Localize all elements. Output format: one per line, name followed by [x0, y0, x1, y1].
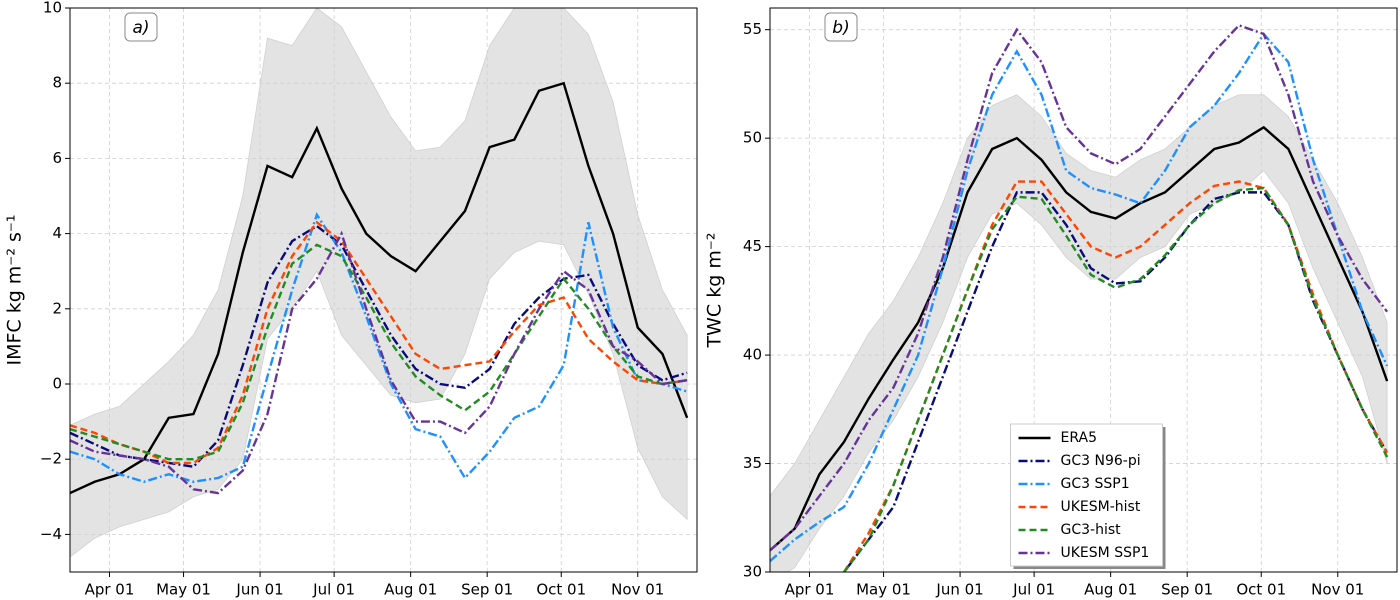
y-tick-label: 6: [52, 149, 62, 167]
series-line: [770, 125, 1389, 552]
legend-label: UKESM SSP1: [1061, 545, 1150, 561]
series-line: [70, 230, 688, 495]
legend-label: ERA5: [1061, 430, 1098, 446]
legend: [1010, 423, 1163, 567]
series-line: [842, 186, 1389, 572]
legend-label: GC3-hist: [1061, 522, 1122, 538]
x-tick-label: Nov 01: [611, 581, 664, 599]
series-line: [770, 23, 1389, 552]
series-line: [70, 212, 688, 484]
y-tick-label: −4: [40, 525, 62, 543]
series-line: [70, 81, 689, 495]
x-tick-label: Oct 01: [1236, 581, 1286, 599]
y-axis-label: IMFC kg m⁻² s⁻¹: [4, 214, 26, 365]
y-tick-label: 55: [743, 20, 762, 38]
x-tick-label: Apr 01: [85, 581, 135, 599]
series-line: [70, 243, 688, 461]
y-tick-label: −2: [40, 450, 62, 468]
x-tick-label: Sep 01: [1161, 581, 1213, 599]
legend-label: UKESM-hist: [1061, 499, 1141, 515]
y-tick-label: 30: [743, 563, 762, 581]
y-tick-label: 8: [52, 74, 62, 92]
plot-area: [70, 8, 697, 572]
plot-frame: [769, 7, 1398, 573]
x-tick-label: Jun 01: [935, 581, 983, 599]
x-tick-label: Nov 01: [1311, 581, 1364, 599]
x-tick-label: Oct 01: [536, 581, 586, 599]
x-tick-label: Jul 01: [312, 581, 355, 599]
y-tick-label: 35: [743, 454, 762, 472]
x-tick-label: Aug 01: [1084, 581, 1137, 599]
y-tick-label: 10: [43, 0, 62, 17]
x-tick-label: Jul 01: [1012, 581, 1055, 599]
series-line: [70, 220, 688, 465]
y-tick-label: 45: [743, 237, 762, 255]
spread-band: [70, 8, 688, 558]
panel-label-box: [124, 12, 158, 42]
y-tick-label: 0: [52, 375, 62, 393]
legend-label: GC3 N96-pi: [1061, 453, 1141, 469]
y-tick-label: 40: [743, 346, 762, 364]
x-tick-label: Sep 01: [461, 581, 513, 599]
series-line: [842, 191, 1389, 572]
y-tick-label: 2: [52, 299, 62, 317]
y-tick-label: 4: [52, 224, 62, 242]
panel-label: a): [132, 18, 149, 38]
y-axis-label: TWC kg m⁻²: [704, 233, 726, 349]
x-tick-label: Aug 01: [384, 581, 437, 599]
x-tick-label: Jun 01: [235, 581, 283, 599]
series-line: [770, 32, 1389, 563]
x-tick-label: May 01: [856, 581, 911, 599]
panel-label: b): [832, 18, 849, 38]
x-tick-label: May 01: [156, 581, 211, 599]
x-tick-label: Apr 01: [785, 581, 835, 599]
panel-label-box: [824, 12, 858, 42]
plot-frame: [69, 7, 698, 573]
y-tick-label: 50: [743, 129, 762, 147]
series-line: [842, 180, 1389, 572]
legend-label: GC3 SSP1: [1061, 476, 1130, 492]
